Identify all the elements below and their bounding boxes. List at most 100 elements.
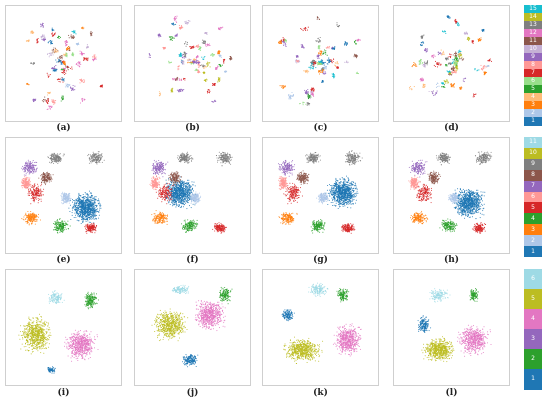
scatter-point — [456, 65, 458, 67]
scatter-point — [54, 70, 56, 72]
scatter-point — [410, 88, 412, 90]
scatter-point — [211, 84, 214, 86]
scatter-point — [64, 86, 66, 88]
scatter-point — [45, 99, 48, 101]
scatter-point — [168, 62, 170, 64]
scatter-point — [442, 82, 445, 84]
scatter-point — [79, 79, 81, 81]
scatter-point — [306, 29, 308, 31]
scatter-point — [324, 71, 326, 73]
scatter-point — [92, 199, 94, 201]
scatter-point — [179, 53, 181, 55]
scatter-point — [66, 56, 68, 58]
scatter-point — [219, 64, 222, 67]
scatter-point — [449, 74, 451, 76]
scatter-point — [312, 87, 314, 89]
scatter-point — [335, 65, 337, 67]
scatter-point — [285, 41, 287, 43]
scatter-point — [91, 159, 93, 161]
scatter-point — [282, 37, 284, 39]
scatter-point — [433, 54, 435, 56]
scatter-point — [289, 94, 291, 96]
scatter-point — [56, 50, 58, 52]
scatter-point — [82, 219, 84, 221]
scatter-point — [39, 194, 41, 196]
scatter-point — [99, 207, 101, 209]
scatter-point — [206, 78, 208, 80]
scatter-point — [441, 86, 443, 88]
scatter-point — [426, 61, 428, 63]
scatter-point — [334, 64, 336, 66]
scatter-point — [319, 45, 321, 47]
scatter-point — [27, 164, 28, 166]
scatter-point — [158, 36, 160, 38]
scatter-point — [77, 208, 79, 210]
scatter-point — [67, 86, 69, 88]
scatter-point — [93, 158, 95, 160]
scatter-point — [281, 40, 283, 42]
scatter-point — [65, 44, 67, 46]
scatter-point — [202, 66, 204, 68]
scatter-point — [305, 91, 307, 94]
scatter-point — [174, 16, 176, 18]
scatter-point — [336, 24, 338, 26]
scatter-point — [57, 57, 59, 59]
scatter-point — [194, 70, 196, 72]
scatter-point — [196, 60, 198, 62]
scatter-point — [88, 211, 90, 213]
scatter-point — [80, 211, 82, 213]
scatter-point — [91, 215, 93, 217]
scatter-point — [229, 56, 232, 58]
scatter-point — [77, 65, 79, 67]
scatter-point — [76, 201, 78, 203]
scatter-point — [315, 67, 317, 69]
scatter-point — [76, 219, 78, 221]
scatter-point — [302, 46, 304, 48]
scatter-point — [184, 53, 187, 55]
scatter-point — [71, 89, 73, 91]
scatter-point — [307, 93, 309, 95]
scatter-point — [52, 156, 54, 158]
scatter-point — [32, 161, 34, 163]
scatter-point — [418, 61, 421, 63]
scatter-point — [33, 62, 35, 64]
scatter-point — [79, 200, 81, 202]
scatter-point — [85, 57, 87, 59]
scatter-point — [53, 47, 55, 49]
scatter-point — [73, 204, 75, 206]
scatter-point — [168, 61, 170, 63]
scatter-point — [92, 205, 94, 207]
scatter-point — [303, 28, 305, 30]
scatter-point — [75, 33, 77, 35]
scatter-point — [318, 60, 320, 62]
scatter-point — [320, 69, 322, 72]
scatter-point — [27, 165, 28, 167]
scatter-point — [217, 80, 219, 82]
scatter-point — [77, 213, 79, 215]
scatter-point — [319, 53, 321, 56]
scatter-point — [72, 31, 74, 33]
scatter-point — [354, 39, 356, 41]
scatter-point — [36, 188, 37, 190]
scatter-point — [76, 207, 78, 208]
scatter-point — [452, 71, 454, 73]
scatter-point — [36, 39, 38, 41]
scatter-point — [51, 67, 53, 69]
scatter-point — [345, 42, 347, 44]
scatter-point — [214, 82, 216, 85]
scatter-point — [216, 68, 218, 70]
scatter-point — [91, 199, 93, 201]
scatter-point — [464, 32, 466, 34]
scatter-point — [29, 168, 31, 170]
scatter-point — [77, 215, 79, 217]
scatter-point — [420, 61, 422, 63]
scatter-point — [431, 91, 433, 93]
scatter-point — [203, 79, 205, 82]
scatter-point — [334, 75, 336, 77]
scatter-point — [461, 56, 463, 58]
scatter-point — [62, 67, 65, 69]
scatter-point — [98, 217, 100, 219]
scatter-point — [93, 212, 95, 214]
scatter-point — [178, 65, 180, 67]
scatter-point — [31, 171, 33, 173]
